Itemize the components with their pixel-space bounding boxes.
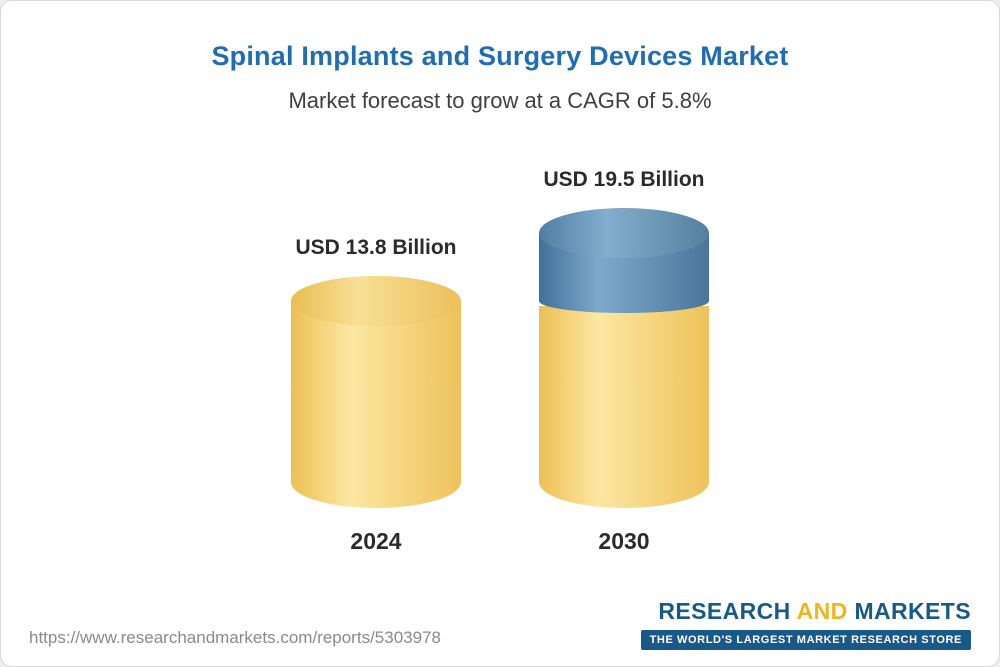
chart-header: Spinal Implants and Surgery Devices Mark… — [1, 1, 999, 114]
logo-tagline: THE WORLD'S LARGEST MARKET RESEARCH STOR… — [640, 630, 971, 650]
cylinder-body-yellow — [291, 301, 461, 508]
research-and-markets-logo: RESEARCH AND MARKETS THE WORLD'S LARGEST… — [640, 598, 971, 650]
value-label-2030: USD 19.5 Billion — [543, 168, 705, 191]
logo-word-and: AND — [796, 598, 848, 624]
chart-subtitle: Market forecast to grow at a CAGR of 5.8… — [288, 88, 712, 113]
value-label-2024: USD 13.8 Billion — [295, 236, 457, 259]
cylinder-bar-2030 — [539, 208, 709, 508]
bar-group-2024: USD 13.8 Billion 2024 — [291, 236, 461, 555]
cylinder-body-yellow — [539, 306, 709, 508]
logo-wordmark: RESEARCH AND MARKETS — [641, 598, 971, 625]
bar-group-2030: USD 19.5 Billion 2030 — [539, 168, 709, 555]
report-url-text: https://www.researchandmarkets.com/repor… — [29, 628, 441, 647]
cylinder-top-blue — [539, 208, 709, 258]
chart-title: Spinal Implants and Surgery Devices Mark… — [211, 41, 789, 71]
logo-word-markets: MARKETS — [854, 598, 971, 624]
cylinder-top-yellow — [291, 276, 461, 326]
cylinder-bar-2024 — [291, 276, 461, 508]
footer: https://www.researchandmarkets.com/repor… — [1, 598, 999, 650]
logo-word-research: RESEARCH — [658, 598, 791, 624]
chart-area: USD 13.8 Billion 2024 USD 19.5 Billion 2… — [1, 168, 999, 555]
year-label-2030: 2030 — [598, 528, 650, 554]
year-label-2024: 2024 — [350, 528, 402, 554]
